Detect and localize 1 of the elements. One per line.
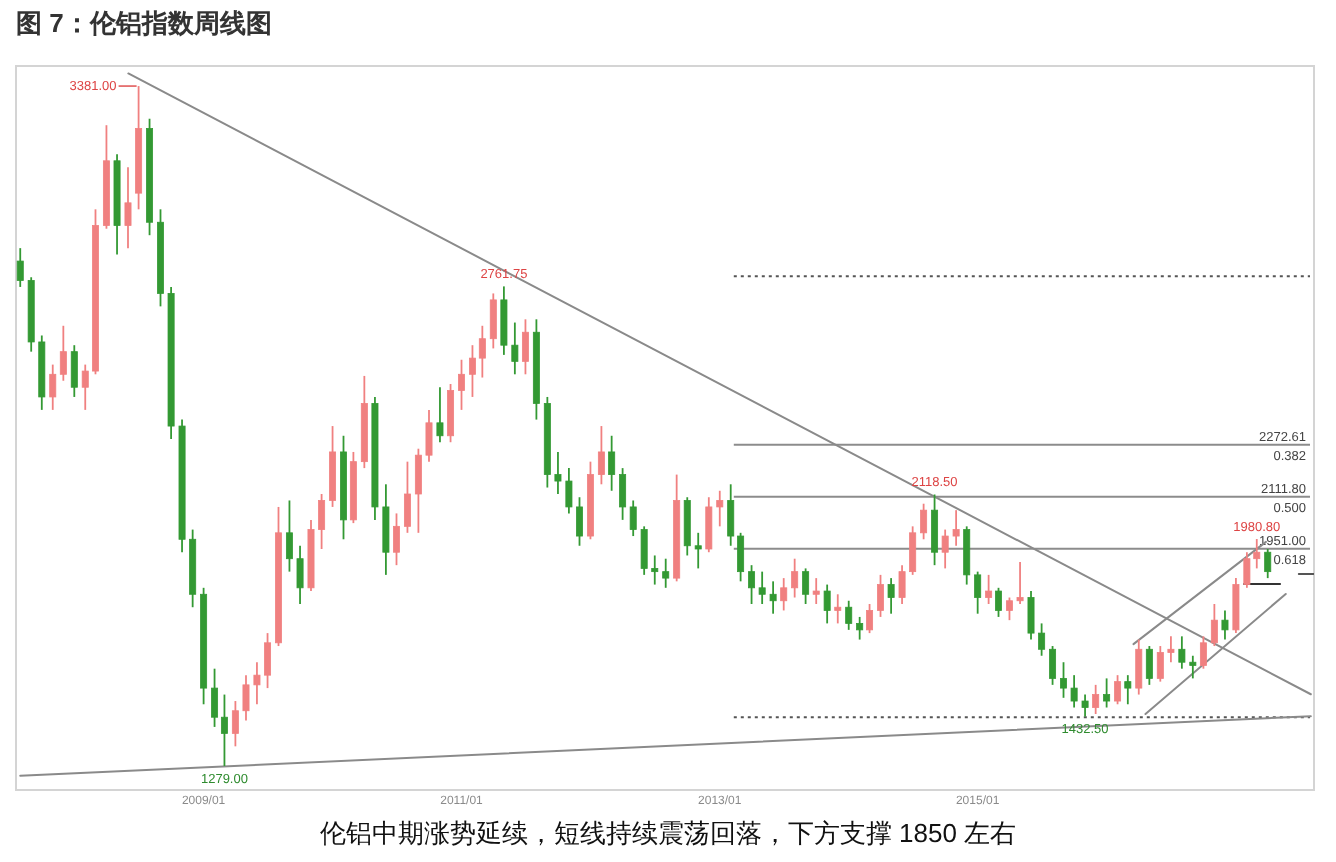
title: 图 7：伦铝指数周线图 (16, 8, 272, 38)
